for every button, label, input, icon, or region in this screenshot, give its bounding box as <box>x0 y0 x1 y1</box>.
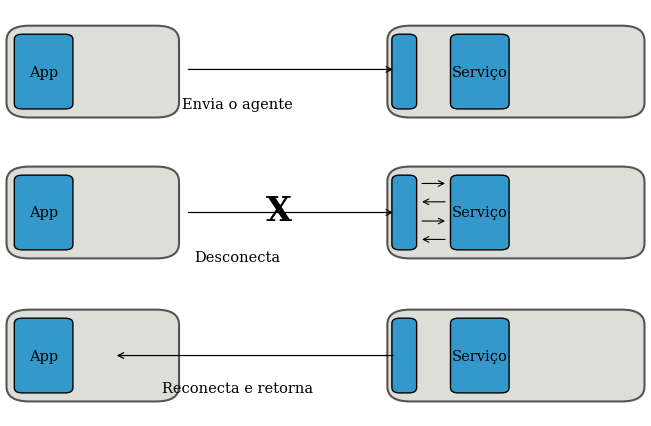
Text: X: X <box>266 194 292 227</box>
FancyBboxPatch shape <box>450 35 509 109</box>
FancyBboxPatch shape <box>7 167 179 259</box>
FancyBboxPatch shape <box>387 27 644 118</box>
Text: App: App <box>29 349 58 363</box>
FancyBboxPatch shape <box>450 319 509 393</box>
FancyBboxPatch shape <box>14 35 73 109</box>
FancyBboxPatch shape <box>14 319 73 393</box>
Text: Envia o agente: Envia o agente <box>182 98 293 111</box>
FancyBboxPatch shape <box>392 176 417 250</box>
FancyBboxPatch shape <box>7 27 179 118</box>
FancyBboxPatch shape <box>387 167 644 259</box>
Text: Reconecta e retorna: Reconecta e retorna <box>162 382 313 395</box>
FancyBboxPatch shape <box>387 310 644 401</box>
FancyBboxPatch shape <box>14 176 73 250</box>
Text: Serviço: Serviço <box>452 66 508 79</box>
Text: App: App <box>29 66 58 79</box>
FancyBboxPatch shape <box>392 319 417 393</box>
Text: Serviço: Serviço <box>452 349 508 363</box>
Text: Serviço: Serviço <box>452 206 508 220</box>
Text: App: App <box>29 206 58 220</box>
Text: Desconecta: Desconecta <box>195 251 281 265</box>
FancyBboxPatch shape <box>450 176 509 250</box>
FancyBboxPatch shape <box>392 35 417 109</box>
FancyBboxPatch shape <box>7 310 179 401</box>
